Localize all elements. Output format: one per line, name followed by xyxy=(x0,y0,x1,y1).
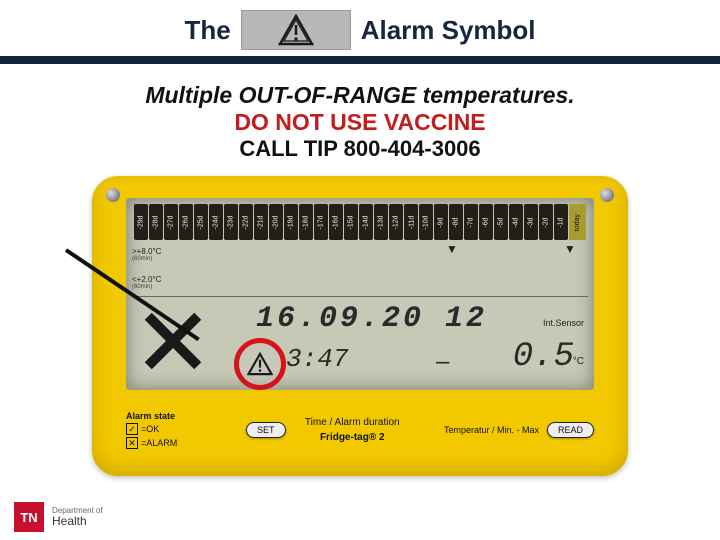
day-column: -20d xyxy=(269,204,283,240)
day-column: -14d xyxy=(359,204,373,240)
int-sensor-label: Int.Sensor xyxy=(543,318,584,328)
time-display: 3:47 xyxy=(286,344,348,374)
header-underline xyxy=(0,56,720,64)
warning-triangle-icon xyxy=(247,352,273,376)
temp-minmax-label: Temperatur / Min. - Max xyxy=(444,425,539,435)
footer-text: Department of Health xyxy=(52,507,103,527)
screw-icon xyxy=(106,188,120,202)
threshold-lower: <+2.0°C (60min) xyxy=(132,276,161,290)
day-column: -3d xyxy=(524,204,538,240)
tn-badge: TN xyxy=(14,502,44,532)
legend-ok: ✓=OK xyxy=(126,423,159,435)
temperature-display: 0.5 xyxy=(513,338,574,376)
read-button[interactable]: READ xyxy=(547,422,594,438)
day-column: -24d xyxy=(209,204,223,240)
day-column: -22d xyxy=(239,204,253,240)
day-column: -2d xyxy=(539,204,553,240)
day-column: -19d xyxy=(284,204,298,240)
threshold-lower-duration: (60min) xyxy=(132,284,161,290)
device-labels-row: Alarm state ✓=OK ✕=ALARM SET Time / Alar… xyxy=(126,398,594,462)
threshold-lower-label: <+2.0°C xyxy=(132,276,161,284)
temperature-unit: °C xyxy=(573,356,584,367)
day-column: -6d xyxy=(479,204,493,240)
day-column: -26d xyxy=(179,204,193,240)
arrow-down-icon: ▼ xyxy=(564,242,576,256)
alarm-state-title: Alarm state xyxy=(126,411,175,421)
day-column: -11d xyxy=(404,204,418,240)
threshold-upper-label: >+8.0°C xyxy=(132,248,161,256)
lcd-divider xyxy=(132,296,588,297)
day-column: -27d xyxy=(164,204,178,240)
alarm-symbol-icon-box xyxy=(241,10,351,50)
slide-header: The Alarm Symbol xyxy=(0,0,720,64)
day-column: -25d xyxy=(194,204,208,240)
day-column: -9d xyxy=(434,204,448,240)
day-column: -7d xyxy=(464,204,478,240)
day-column: -4d xyxy=(509,204,523,240)
alarm-symbol-highlight-circle xyxy=(234,338,286,390)
warning-subhead: Multiple OUT-OF-RANGE temperatures. DO N… xyxy=(0,64,720,168)
day-column: -13d xyxy=(374,204,388,240)
day-column: -23d xyxy=(224,204,238,240)
subhead-line2: DO NOT USE VACCINE xyxy=(0,109,720,136)
date-display: 16.09.20 12 xyxy=(256,302,487,336)
separator-dash: – xyxy=(436,348,449,376)
legend-alarm: ✕=ALARM xyxy=(126,437,177,449)
subhead-line1: Multiple OUT-OF-RANGE temperatures. xyxy=(0,82,720,109)
brand-label: Fridge-tag® 2 xyxy=(286,432,419,443)
day-column: -5d xyxy=(494,204,508,240)
device-photo: -29d-28d-27d-26d-25d-24d-23d-22d-21d-20d… xyxy=(92,176,628,476)
day-column: -17d xyxy=(314,204,328,240)
time-alarm-label: Time / Alarm duration xyxy=(286,417,419,428)
subhead-line3: CALL TIP 800-404-3006 xyxy=(0,136,720,162)
threshold-upper: >+8.0°C (60min) xyxy=(132,248,161,262)
day-column: -21d xyxy=(254,204,268,240)
day-column: -28d xyxy=(149,204,163,240)
day-column: -1d xyxy=(554,204,568,240)
set-button[interactable]: SET xyxy=(246,422,286,438)
center-labels: Time / Alarm duration Fridge-tag® 2 xyxy=(286,417,419,443)
lcd-screen: -29d-28d-27d-26d-25d-24d-23d-22d-21d-20d… xyxy=(126,198,594,390)
arrow-down-icon: ▼ xyxy=(446,242,458,256)
footer-health: Health xyxy=(52,515,103,527)
header-text-right: Alarm Symbol xyxy=(361,15,536,46)
day-column: -29d xyxy=(134,204,148,240)
day-column: -18d xyxy=(299,204,313,240)
warning-triangle-icon xyxy=(278,14,314,46)
day-column: -8d xyxy=(449,204,463,240)
day-column: today xyxy=(569,204,586,240)
day-column: -12d xyxy=(389,204,403,240)
temp-minmax-label-group: Temperatur / Min. - Max xyxy=(419,425,539,435)
screw-icon xyxy=(600,188,614,202)
alarm-state-legend: Alarm state ✓=OK ✕=ALARM xyxy=(126,411,246,449)
day-column: -10d xyxy=(419,204,433,240)
day-column: -15d xyxy=(344,204,358,240)
day-history-strip: -29d-28d-27d-26d-25d-24d-23d-22d-21d-20d… xyxy=(134,204,586,240)
threshold-upper-duration: (60min) xyxy=(132,256,161,262)
footer-branding: TN Department of Health xyxy=(14,502,103,532)
day-column: -16d xyxy=(329,204,343,240)
header-text-left: The xyxy=(184,15,230,46)
